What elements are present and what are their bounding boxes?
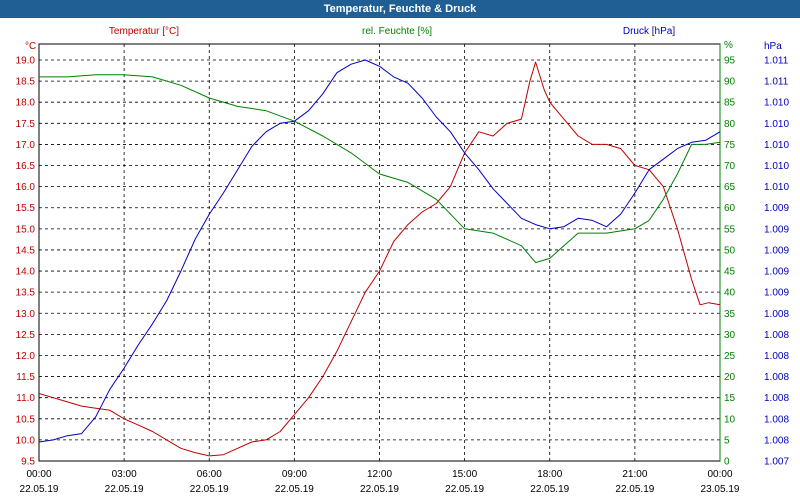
pressure-tick-label: 1.009 <box>764 203 789 214</box>
pressure-tick-label: 1.008 <box>764 330 789 341</box>
x-tick-date: 22.05.19 <box>105 484 144 495</box>
x-tick-time: 09:00 <box>282 469 307 480</box>
series-group <box>38 59 721 457</box>
pressure-tick-label: 1.008 <box>764 393 789 404</box>
x-tick-date: 22.05.19 <box>615 484 654 495</box>
pressure-tick-label: 1.010 <box>764 140 789 151</box>
humidity-tick-label: 25 <box>724 351 736 362</box>
x-tick-time: 06:00 <box>197 469 222 480</box>
temp-tick-label: 15.5 <box>16 203 36 214</box>
x-tick-time: 18:00 <box>537 469 562 480</box>
chart-title: Temperatur, Feuchte & Druck <box>0 0 800 18</box>
right1-axis-unit: % <box>724 40 733 51</box>
temp-tick-label: 9.5 <box>21 457 35 468</box>
humidity-tick-label: 85 <box>724 98 736 109</box>
pressure-tick-label: 1.009 <box>764 245 789 256</box>
humidity-tick-label: 90 <box>724 77 736 88</box>
series-line-druck <box>38 59 721 443</box>
pressure-tick-label: 1.008 <box>764 414 789 425</box>
pressure-tick-label: 1.009 <box>764 224 789 235</box>
temp-tick-label: 17.5 <box>16 119 36 130</box>
humidity-tick-label: 55 <box>724 224 736 235</box>
x-tick-time: 21:00 <box>622 469 647 480</box>
series-line-temperatur <box>38 61 721 457</box>
humidity-tick-label: 30 <box>724 330 736 341</box>
humidity-tick-label: 0 <box>724 457 730 468</box>
pressure-tick-label: 1.010 <box>764 161 789 172</box>
humidity-tick-label: 75 <box>724 140 736 151</box>
humidity-tick-label: 10 <box>724 414 736 425</box>
humidity-tick-label: 95 <box>724 56 736 67</box>
pressure-tick-label: 1.007 <box>764 457 789 468</box>
pressure-tick-label: 1.010 <box>764 98 789 109</box>
temp-tick-label: 11.5 <box>16 372 35 383</box>
pressure-tick-label: 1.009 <box>764 288 789 299</box>
chart-canvas: Temperatur [°C] rel. Feuchte [%] Druck [… <box>0 18 800 500</box>
humidity-tick-label: 80 <box>724 119 736 130</box>
humidity-tick-label: 70 <box>724 161 736 172</box>
humidity-tick-label: 40 <box>724 288 736 299</box>
temp-tick-label: 16.0 <box>16 182 36 193</box>
chart-background <box>0 18 800 500</box>
x-tick-time: 00:00 <box>707 469 732 480</box>
x-tick-date: 22.05.19 <box>275 484 314 495</box>
humidity-tick-label: 15 <box>724 393 736 404</box>
humidity-tick-label: 20 <box>724 372 736 383</box>
right2-axis-unit: hPa <box>764 41 782 52</box>
x-tick-date: 22.05.19 <box>530 484 569 495</box>
temp-tick-label: 10.5 <box>16 414 36 425</box>
legend-humidity: rel. Feuchte [%] <box>362 26 432 37</box>
pressure-tick-label: 1.008 <box>764 372 789 383</box>
x-tick-date: 22.05.19 <box>20 484 59 495</box>
legend-pressure: Druck [hPa] <box>623 26 675 37</box>
temp-tick-label: 12.5 <box>16 330 36 341</box>
pressure-tick-label: 1.008 <box>764 309 789 320</box>
humidity-tick-label: 5 <box>724 435 730 446</box>
temp-tick-label: 16.5 <box>16 161 36 172</box>
legend-temperature: Temperatur [°C] <box>109 26 179 37</box>
x-tick-date: 22.05.19 <box>360 484 399 495</box>
series-line-rel-feuchte <box>39 74 721 264</box>
left-axis-unit: °C <box>25 41 36 52</box>
temp-tick-label: 15.0 <box>16 224 36 235</box>
temp-tick-label: 14.5 <box>16 245 36 256</box>
pressure-tick-label: 1.011 <box>764 77 789 88</box>
temp-tick-label: 10.0 <box>16 435 36 446</box>
pressure-tick-label: 1.010 <box>764 182 789 193</box>
temp-tick-label: 17.0 <box>16 140 36 151</box>
x-tick-time: 15:00 <box>452 469 477 480</box>
temp-tick-label: 18.0 <box>16 98 36 109</box>
temp-tick-label: 12.0 <box>16 351 36 362</box>
x-tick-date: 22.05.19 <box>445 484 484 495</box>
temp-tick-label: 19.0 <box>16 56 36 67</box>
pressure-tick-label: 1.008 <box>764 435 789 446</box>
temp-tick-label: 18.5 <box>16 77 36 88</box>
humidity-tick-label: 35 <box>724 309 736 320</box>
x-tick-time: 00:00 <box>26 469 51 480</box>
temp-tick-label: 13.0 <box>16 309 36 320</box>
pressure-tick-label: 1.011 <box>764 56 789 67</box>
humidity-tick-label: 65 <box>724 182 736 193</box>
x-tick-date: 22.05.19 <box>190 484 229 495</box>
temp-tick-label: 11.0 <box>16 393 35 404</box>
temp-tick-label: 13.5 <box>16 288 36 299</box>
axis-labels: Temperatur [°C] rel. Feuchte [%] Druck [… <box>16 26 790 495</box>
humidity-tick-label: 45 <box>724 267 736 278</box>
x-tick-date: 23.05.19 <box>701 484 740 495</box>
temp-tick-label: 14.0 <box>16 267 36 278</box>
pressure-tick-label: 1.009 <box>764 267 789 278</box>
humidity-tick-label: 50 <box>724 245 736 256</box>
pressure-tick-label: 1.010 <box>764 119 789 130</box>
x-tick-time: 03:00 <box>112 469 137 480</box>
humidity-tick-label: 60 <box>724 203 736 214</box>
pressure-tick-label: 1.008 <box>764 351 789 362</box>
x-tick-time: 12:00 <box>367 469 392 480</box>
